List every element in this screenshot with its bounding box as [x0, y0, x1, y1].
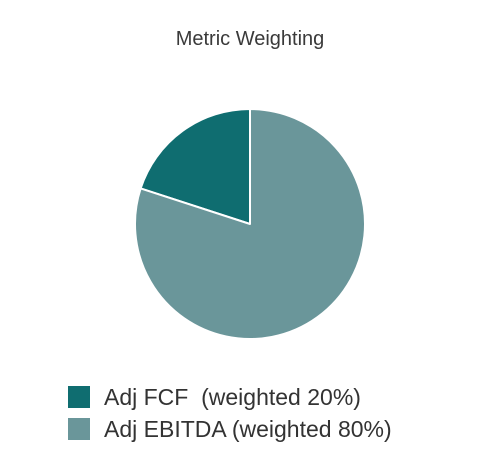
- legend-label-adj-fcf: Adj FCF (weighted 20%): [104, 383, 361, 410]
- chart-title: Metric Weighting: [175, 28, 325, 50]
- legend-swatch-adj-ebitda: [68, 418, 90, 440]
- legend-label-adj-ebitda: Adj EBITDA (weighted 80%): [104, 415, 392, 442]
- legend-item-adj-fcf: Adj FCF (weighted 20%): [68, 381, 392, 413]
- pie-slice-adj-ebitda: [134, 108, 366, 340]
- legend: Adj FCF (weighted 20%) Adj EBITDA (weigh…: [68, 381, 392, 445]
- pie-slice-adj-fcf: [139, 108, 251, 225]
- legend-swatch-adj-fcf: [68, 386, 90, 408]
- legend-item-adj-ebitda: Adj EBITDA (weighted 80%): [68, 413, 392, 445]
